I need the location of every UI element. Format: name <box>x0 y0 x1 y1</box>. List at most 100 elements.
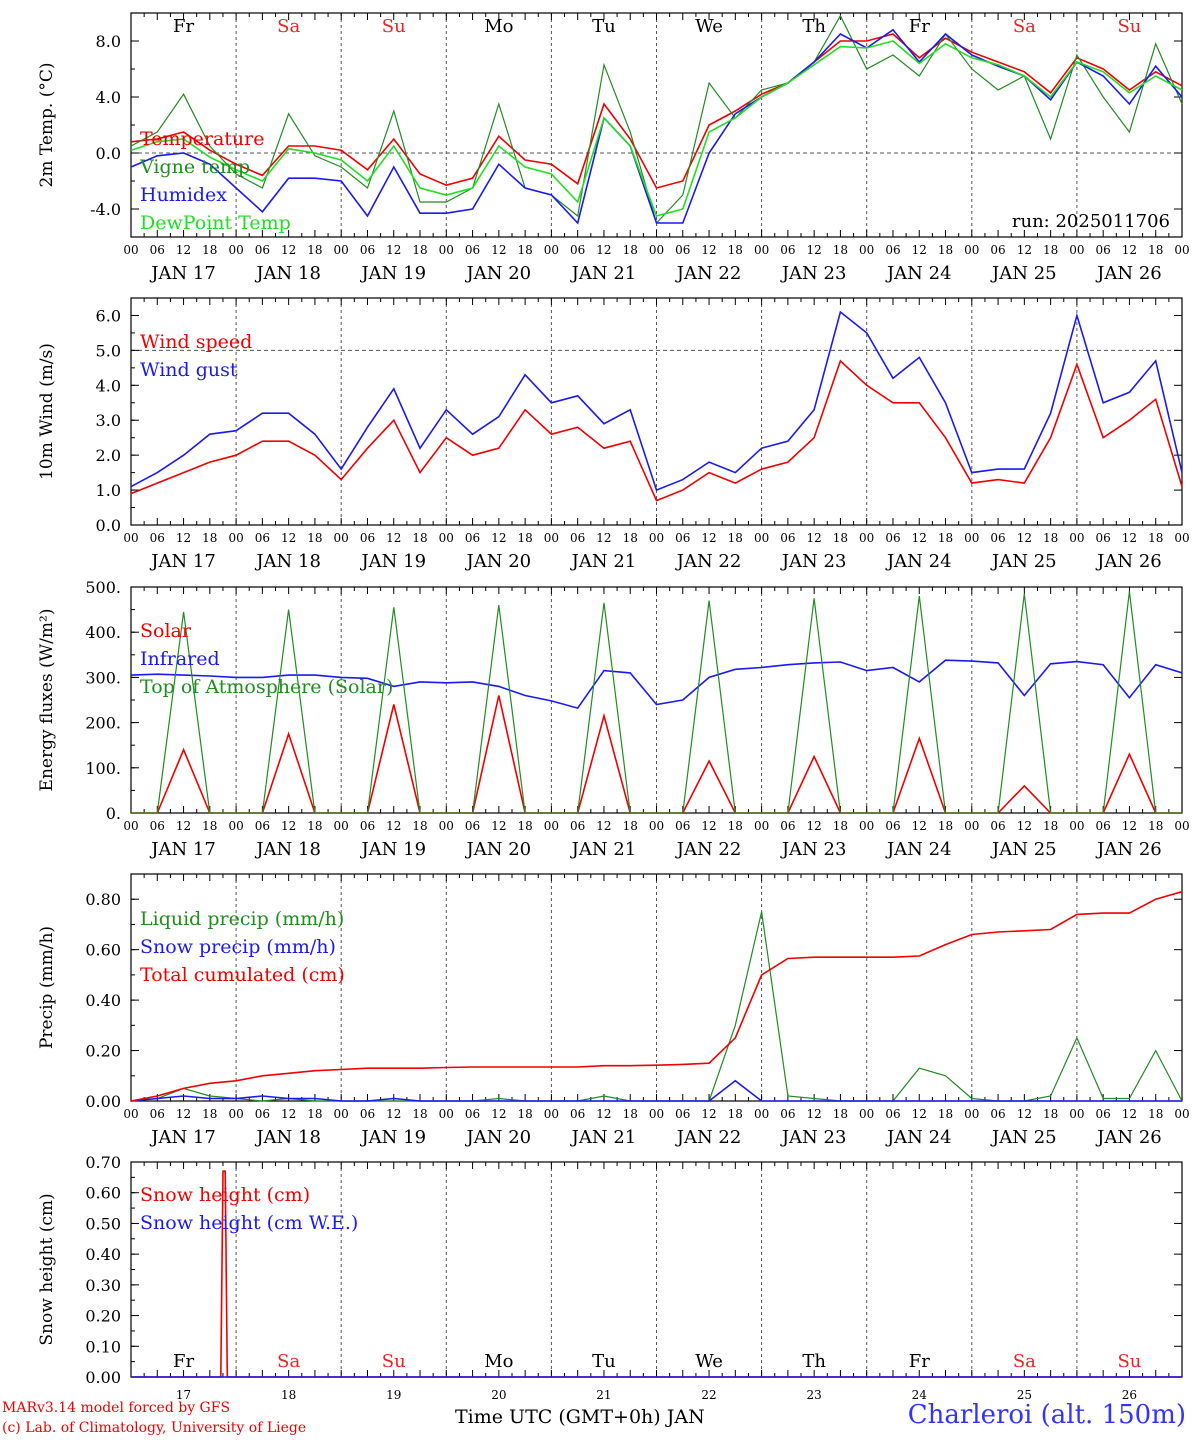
y-tick-label: 0.0 <box>96 516 121 535</box>
legend-entry: Snow precip (mm/h) <box>140 936 336 958</box>
y-tick-label: 500. <box>85 578 121 597</box>
hour-tick-label: 00 <box>228 243 243 257</box>
hour-tick-label: 12 <box>491 531 506 545</box>
y-tick-label: 0.30 <box>85 1276 121 1295</box>
hour-tick-label: 00 <box>334 1107 349 1121</box>
hour-tick-label: 00 <box>544 243 559 257</box>
day-number-label: 18 <box>281 1388 296 1402</box>
hour-tick-label: 06 <box>150 243 165 257</box>
hour-tick-label: 06 <box>885 531 900 545</box>
legend-entry: Snow height (cm W.E.) <box>140 1212 358 1234</box>
hour-tick-label: 00 <box>1174 1107 1189 1121</box>
hour-tick-label: 18 <box>517 819 532 833</box>
hour-tick-label: 00 <box>754 819 769 833</box>
legend-entry: Wind speed <box>140 331 252 353</box>
hour-tick-label: 00 <box>334 531 349 545</box>
y-tick-label: 3.0 <box>96 411 121 430</box>
date-label: JAN 19 <box>359 1127 426 1148</box>
hour-tick-label: 12 <box>912 819 927 833</box>
hour-tick-label: 18 <box>412 531 427 545</box>
hour-tick-label: 18 <box>623 1107 638 1121</box>
hour-tick-label: 00 <box>1174 243 1189 257</box>
hour-tick-label: 18 <box>1043 1107 1058 1121</box>
hour-tick-label: 12 <box>1122 531 1137 545</box>
series-line-vigne-temp <box>130 14 1183 225</box>
date-label: JAN 23 <box>780 551 847 572</box>
hour-tick-label: 06 <box>570 531 585 545</box>
hour-tick-label: 18 <box>412 1107 427 1121</box>
hour-tick-label: 06 <box>465 531 480 545</box>
hour-tick-label: 12 <box>807 1107 822 1121</box>
hour-tick-label: 00 <box>754 243 769 257</box>
hour-tick-label: 12 <box>386 1107 401 1121</box>
hour-tick-label: 06 <box>570 1107 585 1121</box>
date-label: JAN 18 <box>254 551 321 572</box>
series-line-top-of-atmosphere-solar- <box>131 591 1182 814</box>
date-label: JAN 19 <box>359 551 426 572</box>
hour-tick-label: 06 <box>465 1107 480 1121</box>
day-name-label: Th <box>802 1351 826 1372</box>
hour-tick-label: 18 <box>412 243 427 257</box>
hour-tick-label: 18 <box>1148 1107 1163 1121</box>
hour-tick-label: 18 <box>728 819 743 833</box>
hour-tick-label: 18 <box>517 1107 532 1121</box>
panel-energy: 0. 100. 200. 300. 400. 500. Energy fluxes (W/m… <box>37 578 1190 860</box>
date-label: JAN 19 <box>359 263 426 284</box>
day-name-label: Mo <box>484 1351 513 1372</box>
hour-tick-label: 00 <box>123 1107 138 1121</box>
hour-tick-label: 00 <box>1069 531 1084 545</box>
date-label: JAN 21 <box>570 551 637 572</box>
date-label: JAN 24 <box>885 551 952 572</box>
hour-tick-label: 18 <box>623 243 638 257</box>
panel-temp: -4.0 0.0 4.0 8.0 2m Temp. (°C) 00 06 12 18 00 06 12… <box>37 12 1190 284</box>
panel-precip: 0.00 0.20 0.40 0.60 0.80 Precip (mm/h) 00 06 12 1… <box>37 873 1190 1148</box>
day-name-label: Fr <box>173 16 194 37</box>
y-tick-label: 4.0 <box>96 88 121 107</box>
hour-tick-label: 00 <box>964 531 979 545</box>
x-axis-title: Time UTC (GMT+0h) JAN <box>455 1406 705 1428</box>
hour-tick-label: 18 <box>833 1107 848 1121</box>
day-name-label: Fr <box>173 1351 194 1372</box>
day-number-label: 25 <box>1017 1388 1032 1402</box>
hour-tick-label: 00 <box>544 819 559 833</box>
run-label: run: 2025011706 <box>1012 211 1170 232</box>
date-label: JAN 18 <box>254 263 321 284</box>
day-name-label: Su <box>1117 1351 1141 1372</box>
panel-wind: 0.0 1.0 2.0 3.0 4.0 5.0 6.0 10m Wind (m/s) 00 06 1… <box>37 297 1190 572</box>
panel-snow: 0.00 0.10 0.20 0.30 0.40 0.50 0.60 0.70 Snow hei… <box>37 1153 1183 1402</box>
hour-tick-label: 00 <box>123 819 138 833</box>
series-line-snow-precip-mm-h- <box>130 1079 1182 1102</box>
y-tick-label: 0.20 <box>85 1307 121 1326</box>
hour-tick-label: 00 <box>859 1107 874 1121</box>
series-line-humidex <box>130 28 1183 225</box>
day-name-label: Th <box>802 16 826 37</box>
hour-tick-label: 00 <box>1069 819 1084 833</box>
hour-tick-label: 06 <box>675 819 690 833</box>
date-label: JAN 26 <box>1095 1127 1162 1148</box>
y-tick-label: 200. <box>85 714 121 733</box>
hour-tick-label: 00 <box>1069 1107 1084 1121</box>
date-label: JAN 21 <box>570 263 637 284</box>
hour-tick-label: 06 <box>990 819 1005 833</box>
hour-tick-label: 12 <box>701 243 716 257</box>
model-credit: MARv3.14 model forced by GFS <box>2 1400 231 1416</box>
day-name-label: Su <box>1117 16 1141 37</box>
date-label: JAN 26 <box>1095 839 1162 860</box>
hour-tick-label: 18 <box>307 531 322 545</box>
hour-tick-label: 06 <box>150 1107 165 1121</box>
hour-tick-label: 06 <box>675 1107 690 1121</box>
hour-tick-label: 18 <box>1148 531 1163 545</box>
hour-tick-label: 00 <box>1174 819 1189 833</box>
hour-tick-label: 18 <box>1043 819 1058 833</box>
hour-tick-label: 18 <box>938 819 953 833</box>
hour-tick-label: 12 <box>491 243 506 257</box>
day-number-label: 22 <box>701 1388 716 1402</box>
date-label: JAN 24 <box>885 1127 952 1148</box>
y-tick-label: 0.0 <box>96 144 121 163</box>
date-label: JAN 23 <box>780 263 847 284</box>
date-label: JAN 25 <box>990 263 1057 284</box>
day-number-label: 21 <box>596 1388 611 1402</box>
hour-tick-label: 12 <box>386 531 401 545</box>
hour-tick-label: 18 <box>1148 819 1163 833</box>
day-name-label: We <box>695 16 723 37</box>
